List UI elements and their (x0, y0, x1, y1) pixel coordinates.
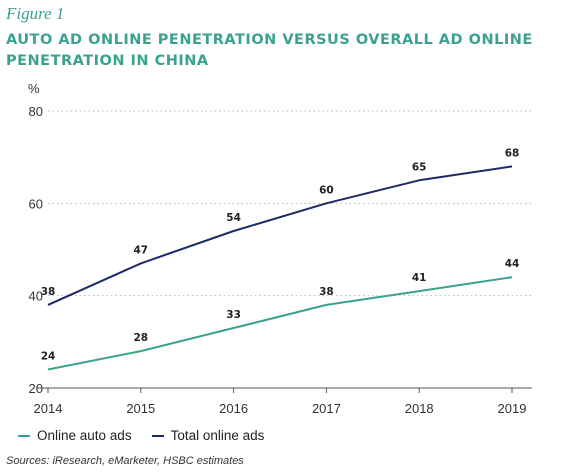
legend-item-total-online-ads: Total online ads (151, 428, 265, 443)
source-note: Sources: iResearch, eMarketer, HSBC esti… (6, 455, 244, 467)
x-tick-label-2014: 2014 (34, 401, 63, 416)
chart-title: AUTO AD ONLINE PENETRATION VERSUS OVERAL… (6, 32, 533, 69)
data-label-online-auto-ads-2018: 41 (412, 272, 427, 284)
x-tick-label-2018: 2018 (405, 401, 434, 416)
data-label-total-online-ads-2017: 60 (319, 184, 334, 196)
y-tick-label-60: 60 (29, 196, 43, 211)
legend: Online auto ads Total online ads (18, 428, 264, 443)
data-label-online-auto-ads-2019: 44 (505, 258, 520, 270)
legend-swatch-total-online-ads (151, 434, 164, 437)
y-tick-label-80: 80 (29, 104, 43, 119)
x-tick-label-2019: 2019 (498, 401, 527, 416)
data-label-total-online-ads-2019: 68 (505, 147, 520, 159)
data-label-online-auto-ads-2017: 38 (319, 286, 334, 298)
x-tick-label-2015: 2015 (126, 401, 155, 416)
data-label-total-online-ads-2014: 38 (41, 286, 56, 298)
series-line-total-online-ads (47, 165, 513, 306)
data-label-total-online-ads-2016: 54 (226, 212, 241, 224)
data-label-online-auto-ads-2015: 28 (133, 332, 148, 344)
legend-label-total-online-ads: Total online ads (170, 428, 265, 443)
x-tick-label-2017: 2017 (312, 401, 341, 416)
y-axis-label: % (28, 81, 40, 96)
data-label-online-auto-ads-2016: 33 (226, 309, 241, 321)
data-label-total-online-ads-2018: 65 (412, 161, 427, 173)
series-line-online-auto-ads (47, 276, 513, 371)
figure-label: Figure 1 (6, 4, 65, 23)
data-label-online-auto-ads-2014: 24 (41, 351, 56, 363)
data-label-total-online-ads-2015: 47 (133, 244, 148, 256)
legend-item-online-auto-ads: Online auto ads (18, 428, 132, 443)
x-tick-label-2016: 2016 (219, 401, 248, 416)
y-tick-label-40: 40 (29, 289, 43, 304)
legend-swatch-online-auto-ads (18, 434, 30, 437)
legend-label-online-auto-ads: Online auto ads (37, 428, 132, 443)
y-tick-label-20: 20 (29, 381, 43, 396)
